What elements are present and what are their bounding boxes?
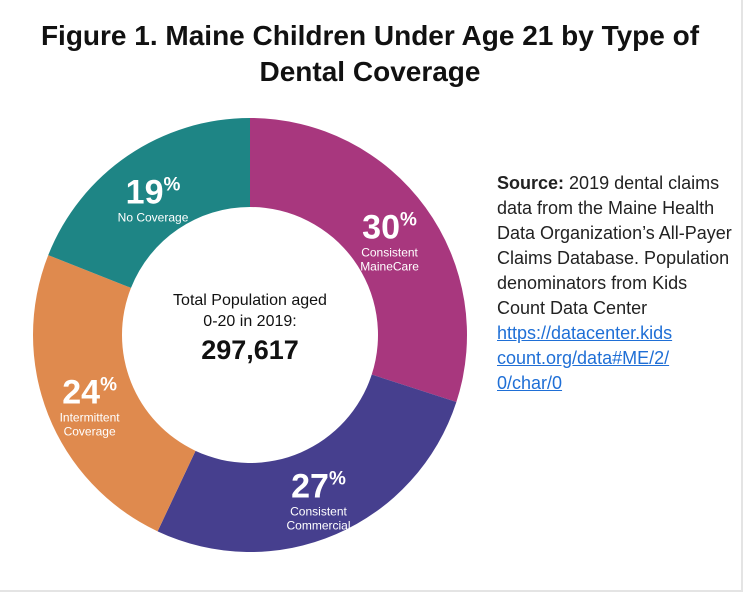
slice-name: Consistent MaineCare (360, 245, 419, 274)
center-total: 297,617 (201, 335, 299, 365)
slice (157, 374, 457, 553)
center-label: Total Population aged 0-20 in 2019: 297,… (170, 290, 330, 368)
center-text: Total Population aged 0-20 in 2019: (173, 292, 327, 330)
slice-label: 19% No Coverage (108, 168, 198, 225)
slice-label: 30% Consistent MaineCare (345, 202, 435, 273)
value-label: 30% (362, 208, 417, 247)
slice-label: 27% Consistent Commercial (274, 462, 364, 533)
value-label: 24% (62, 373, 117, 411)
chart-title: Figure 1. Maine Children Under Age 21 by… (40, 20, 700, 87)
value-label: 27% (291, 467, 346, 506)
slice (33, 255, 196, 532)
value-label: 19% (125, 173, 181, 212)
slice-name: Intermittent Coverage (59, 410, 120, 438)
slice-name: Consistent Commercial (286, 504, 351, 533)
slice (48, 118, 251, 288)
source-link[interactable]: https://datacenter.kidscount.org/data#ME… (497, 323, 673, 393)
source: Source: 2019 dental claims data from the… (497, 171, 732, 396)
source-label: Source: (497, 173, 565, 193)
slice-label: 24% Intermittent Coverage (45, 367, 135, 438)
source-text: 2019 dental claims data from the Maine H… (497, 173, 732, 318)
slice-name: No Coverage (117, 210, 189, 225)
slice (250, 118, 467, 403)
